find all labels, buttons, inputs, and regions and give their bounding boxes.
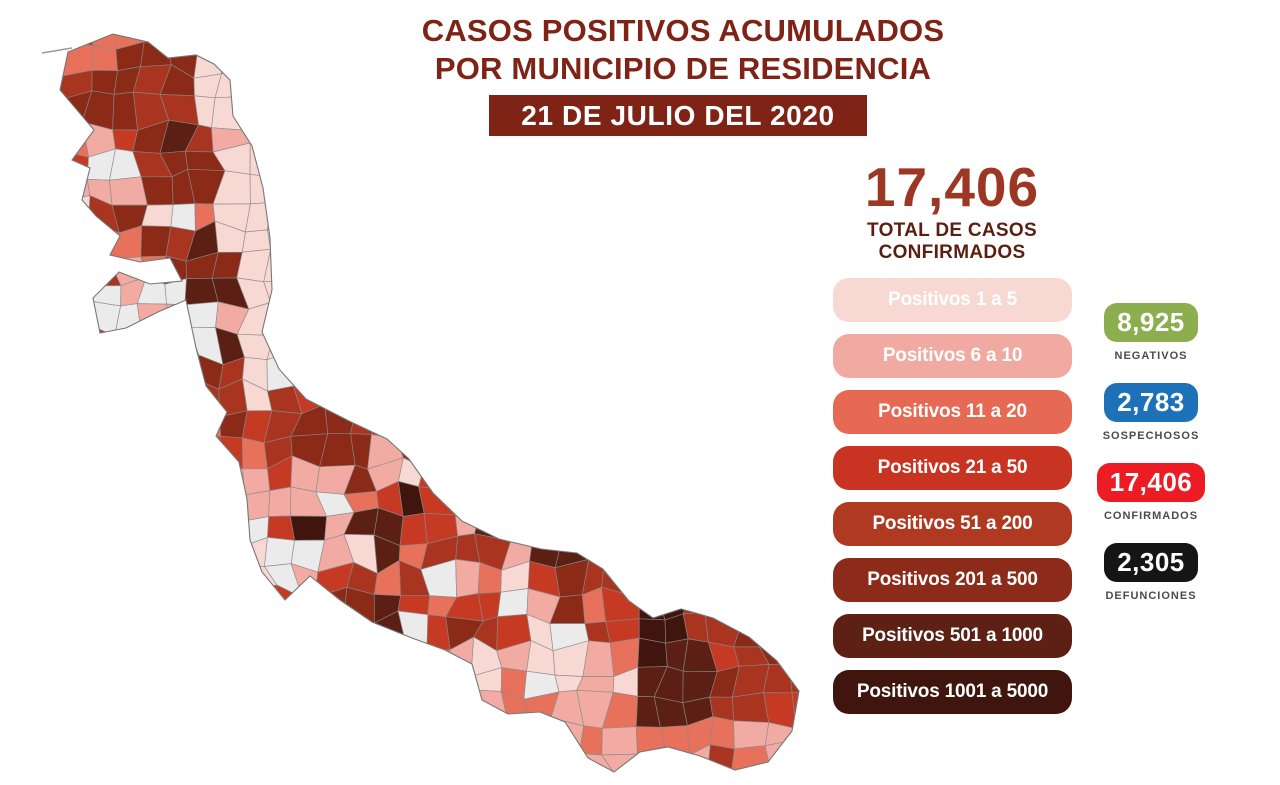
municipality-cell — [324, 403, 355, 435]
stat-confirmados: 17,406 CONFIRMADOS — [1096, 463, 1206, 522]
municipality-cell — [289, 352, 328, 390]
title-line-2: POR MUNICIPIO DE RESIDENCIA — [434, 51, 932, 86]
municipality-cell — [242, 437, 268, 470]
municipality-cell — [166, 303, 189, 338]
municipality-cell — [267, 220, 293, 257]
municipality-cell — [266, 335, 298, 361]
total-cases-label: TOTAL DE CASOS CONFIRMADOS — [867, 220, 1037, 263]
municipality-cell — [733, 720, 770, 750]
municipality-cell — [143, 34, 168, 45]
municipality-cell — [241, 229, 272, 253]
municipality-cell — [730, 745, 772, 772]
municipality-cell — [240, 584, 278, 626]
municipality-cell — [582, 640, 615, 677]
municipality-cell — [397, 610, 429, 651]
defunciones-badge: 2,305 — [1104, 543, 1198, 582]
legend-pill-6-10: Positivos 6 a 10 — [833, 334, 1072, 378]
municipality-cell — [759, 613, 790, 648]
title-line-1: CASOS POSITIVOS ACUMULADOS — [421, 13, 945, 48]
municipality-cell — [221, 44, 250, 75]
municipality-cell — [451, 488, 481, 516]
municipality-cell — [141, 204, 174, 227]
sospechosos-label: SOSPECHOSOS — [1102, 430, 1200, 442]
municipality-cell — [601, 726, 638, 756]
confirmados-label: CONFIRMADOS — [1103, 510, 1199, 522]
municipality-cell — [576, 676, 615, 693]
veracruz-map-svg — [41, 33, 800, 773]
municipality-cell — [184, 301, 219, 328]
legend-pill-51-200: Positivos 51 a 200 — [833, 502, 1072, 546]
municipality-cell — [211, 96, 249, 131]
municipality-cell — [789, 663, 799, 694]
municipality-cell — [212, 462, 245, 496]
map-legend: Positivos 1 a 5 Positivos 6 a 10 Positiv… — [833, 278, 1072, 726]
municipality-cell — [289, 515, 327, 541]
total-cases-block: 17,406 TOTAL DE CASOS CONFIRMADOS — [832, 158, 1072, 264]
municipality-cell — [266, 352, 294, 392]
municipality-cell — [214, 519, 250, 545]
negativos-badge: 8,925 — [1104, 303, 1198, 342]
municipality-cell — [399, 512, 428, 547]
date-banner: 21 DE JULIO DEL 2020 — [489, 95, 867, 136]
municipality-cell — [269, 584, 304, 623]
municipality-cell — [92, 34, 118, 50]
legend-pill-21-50: Positivos 21 a 50 — [833, 446, 1072, 490]
legend-pill-11-20: Positivos 11 a 20 — [833, 390, 1072, 434]
defunciones-label: DEFUNCIONES — [1105, 590, 1197, 602]
municipality-cell — [109, 176, 148, 206]
negativos-label: NEGATIVOS — [1114, 350, 1188, 362]
stats-column: 8,925 NEGATIVOS 2,783 SOSPECHOSOS 17,406… — [1096, 303, 1206, 623]
municipality-cell — [267, 200, 302, 231]
total-cases-value: 17,406 — [864, 156, 1040, 218]
municipality-cell — [212, 436, 244, 470]
municipality-cell — [60, 121, 90, 158]
municipality-cell — [267, 515, 296, 541]
municipality-cell — [497, 588, 529, 618]
stat-sospechosos: 2,783 SOSPECHOSOS — [1096, 383, 1206, 442]
municipality-cell — [637, 637, 668, 668]
municipality-cell — [187, 436, 222, 464]
legend-pill-201-500: Positivos 201 a 500 — [833, 558, 1072, 602]
date-text: 21 DE JULIO DEL 2020 — [521, 99, 835, 131]
municipality-cell — [60, 34, 93, 46]
municipality-cell — [66, 174, 91, 200]
west-border-sliver — [41, 47, 73, 54]
municipality-cell — [170, 203, 196, 232]
municipality-cell — [91, 45, 118, 71]
municipality-cell — [418, 464, 453, 491]
municipality-cell — [418, 486, 456, 516]
municipality-cell — [706, 744, 735, 772]
municipality-cell — [213, 491, 250, 521]
state-outline — [59, 33, 800, 773]
municipality-cell — [423, 649, 451, 671]
choropleth-map-veracruz — [41, 33, 800, 773]
municipality-cell — [371, 405, 406, 439]
municipality-cell — [140, 41, 172, 68]
infographic-title: CASOS POSITIVOS ACUMULADOS POR MUNICIPIO… — [400, 12, 966, 88]
municipality-cell — [65, 195, 91, 234]
municipality-cell — [709, 716, 735, 750]
sospechosos-badge: 2,783 — [1104, 383, 1198, 422]
legend-pill-1-5: Positivos 1 a 5 — [833, 278, 1072, 322]
municipality-cell — [732, 692, 770, 723]
municipality-cell — [161, 354, 200, 387]
municipality-cell — [350, 410, 379, 435]
municipality-cell — [455, 558, 481, 598]
stat-negativos: 8,925 NEGATIVOS — [1096, 303, 1206, 362]
municipality-cell — [659, 725, 690, 756]
municipality-cell — [193, 38, 225, 79]
legend-pill-1001-5000: Positivos 1001 a 5000 — [833, 670, 1072, 714]
municipality-cell — [91, 69, 119, 95]
stat-defunciones: 2,305 DEFUNCIONES — [1096, 543, 1206, 602]
municipality-cell — [268, 486, 292, 517]
municipality-cell — [87, 285, 122, 307]
municipality-cell — [264, 537, 296, 567]
confirmados-badge: 17,406 — [1096, 463, 1206, 502]
municipality-cell — [193, 408, 222, 438]
legend-pill-501-1000: Positivos 501 a 1000 — [833, 614, 1072, 658]
